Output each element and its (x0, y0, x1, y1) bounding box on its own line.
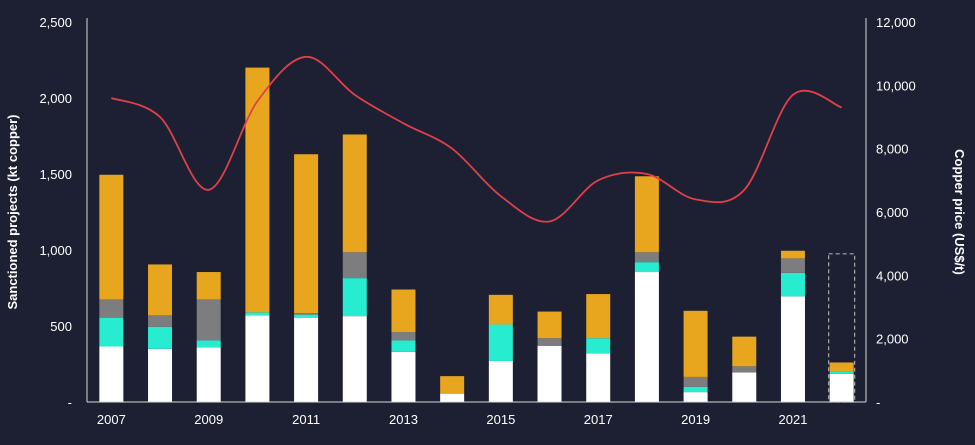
x-tick-label: 2009 (194, 412, 223, 427)
y-left-tick-label: 2,000 (39, 91, 72, 106)
bar-2012-segment-2 (342, 252, 367, 279)
x-tick-label: 2017 (584, 412, 613, 427)
bar-2020-segment-3 (732, 336, 757, 367)
bar-2008-segment-2 (148, 315, 173, 327)
bar-2009-segment-1 (196, 340, 221, 348)
bar-2007-segment-1 (99, 317, 124, 347)
y-right-tick-label: 12,000 (876, 15, 916, 30)
bar-2012-segment-1 (342, 278, 367, 317)
x-tick-label: 2013 (389, 412, 418, 427)
y-right-tick-label: - (876, 395, 880, 410)
bar-2015-segment-3 (488, 294, 513, 325)
bar-2019-segment-1 (683, 386, 708, 393)
bar-2013-segment-2 (391, 332, 416, 341)
bar-2019-segment-0 (683, 392, 708, 402)
bar-2009-segment-3 (196, 272, 221, 300)
bar-2013-segment-3 (391, 289, 416, 333)
bar-2017-segment-1 (586, 338, 611, 354)
bar-2007-segment-2 (99, 299, 124, 318)
bar-2020-segment-2 (732, 366, 757, 373)
bar-2021-segment-2 (780, 258, 805, 273)
bar-2011-segment-0 (294, 317, 319, 402)
bar-2018-segment-0 (634, 272, 659, 402)
bar-2012-segment-0 (342, 316, 367, 402)
x-tick-label: 2021 (779, 412, 808, 427)
bar-2013-segment-0 (391, 351, 416, 402)
bar-2011-segment-3 (294, 154, 319, 314)
bar-2022-segment-3 (829, 362, 854, 372)
y-right-tick-label: 2,000 (876, 332, 909, 347)
bar-2014-segment-3 (440, 376, 465, 394)
bar-2017-segment-0 (586, 353, 611, 402)
bar-2016-segment-0 (537, 345, 562, 402)
bar-2011-segment-1 (294, 314, 319, 318)
y-left-tick-label: - (68, 395, 72, 410)
y-left-axis-title: Sanctioned projects (kt copper) (5, 114, 20, 309)
bar-2018-segment-2 (634, 252, 659, 263)
y-right-tick-label: 8,000 (876, 142, 909, 157)
price-line-group (111, 55, 842, 223)
ticks-group: - 500 1,000 1,500 2,000 2,500 - 2,000 4,000 6,000… (39, 15, 915, 427)
bar-2011-segment-2 (294, 313, 319, 315)
bar-2020-segment-0 (732, 372, 757, 402)
bar-2008-segment-1 (148, 326, 173, 349)
x-tick-label: 2019 (681, 412, 710, 427)
bar-2021-segment-1 (780, 272, 805, 297)
y-left-tick-label: 1,500 (39, 167, 72, 182)
bar-2010-segment-1 (245, 312, 270, 316)
bar-2021-segment-3 (780, 250, 805, 259)
bar-2019-segment-3 (683, 310, 708, 377)
bar-2019-segment-2 (683, 376, 708, 387)
y-right-tick-label: 4,000 (876, 268, 909, 283)
y-right-tick-label: 10,000 (876, 78, 916, 93)
bar-2021-segment-0 (780, 296, 805, 402)
bars-group (99, 67, 854, 402)
bar-2009-segment-2 (196, 299, 221, 341)
bar-2010-segment-3 (245, 67, 270, 313)
bar-2014-segment-0 (440, 393, 465, 402)
y-left-tick-label: 500 (50, 319, 72, 334)
bar-2009-segment-0 (196, 347, 221, 402)
bar-2017-segment-3 (586, 294, 611, 339)
bar-2022-segment-0 (829, 373, 854, 402)
y-left-tick-label: 2,500 (39, 15, 72, 30)
x-tick-label: 2011 (292, 412, 320, 427)
bar-2018-segment-1 (634, 262, 659, 273)
bar-2016-segment-3 (537, 311, 562, 339)
bar-2007-segment-3 (99, 174, 124, 300)
axes-group (86, 18, 867, 403)
bar-2015-segment-0 (488, 360, 513, 402)
bar-2012-segment-3 (342, 134, 367, 253)
bar-2008-segment-0 (148, 348, 173, 402)
bar-2022-segment-1 (829, 371, 854, 374)
copper-price-line (111, 55, 842, 223)
bar-2008-segment-3 (148, 264, 173, 316)
bar-2007-segment-0 (99, 346, 124, 402)
x-tick-label: 2007 (97, 412, 126, 427)
y-left-tick-label: 1,000 (39, 243, 72, 258)
bar-2016-segment-2 (537, 338, 562, 346)
bar-2013-segment-1 (391, 340, 416, 352)
y-right-axis-title: Copper price (US$/t) (952, 149, 967, 275)
bar-2010-segment-0 (245, 315, 270, 402)
dashed-box-group (828, 253, 856, 403)
bar-2018-segment-3 (634, 176, 659, 253)
y-right-tick-label: 6,000 (876, 205, 909, 220)
x-tick-label: 2015 (486, 412, 515, 427)
dashed-box-2022 (828, 253, 856, 403)
bar-2015-segment-1 (488, 324, 513, 361)
